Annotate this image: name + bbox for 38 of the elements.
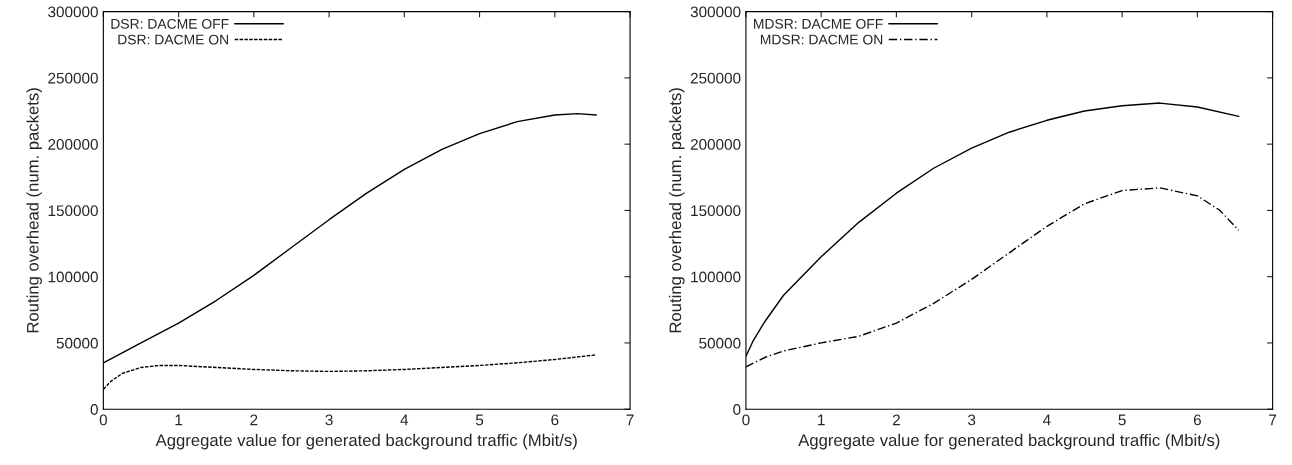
y-tick-label: 50000 xyxy=(699,337,741,349)
y-axis-title: Routing overhead (num. packets) xyxy=(669,88,685,333)
x-tick-label: 5 xyxy=(1118,414,1126,426)
y-tick-label: 0 xyxy=(90,404,98,415)
x-tick-label: 6 xyxy=(551,414,559,426)
y-tick-label: 250000 xyxy=(690,72,741,84)
y-tick-label: 150000 xyxy=(48,205,98,217)
x-tick-label: 4 xyxy=(1043,414,1051,426)
x-tick-label: 2 xyxy=(250,414,258,426)
legend-label: DSR: DACME ON xyxy=(118,34,228,45)
x-tick-label: 3 xyxy=(325,414,333,426)
x-tick-label: 0 xyxy=(742,414,750,426)
x-tick-label: 2 xyxy=(892,414,900,426)
y-tick-label: 100000 xyxy=(48,271,98,283)
x-axis-title: Aggregate value for generated background traffic (Mbit/s) xyxy=(798,433,1220,450)
y-tick-label: 100000 xyxy=(691,271,741,283)
x-tick-label: 4 xyxy=(400,414,409,426)
legend-label: MDSR: DACME ON xyxy=(760,34,883,45)
x-tick-label: 6 xyxy=(1193,414,1201,426)
x-tick-label: 7 xyxy=(626,414,634,426)
x-axis-title: Aggregate value for generated background traffic (Mbit/s) xyxy=(155,433,577,450)
y-tick-label: 250000 xyxy=(48,72,98,84)
y-tick-label: 50000 xyxy=(56,337,98,349)
x-tick-label: 0 xyxy=(99,414,108,426)
y-tick-label: 200000 xyxy=(690,139,741,150)
legend-label: DSR: DACME OFF xyxy=(111,18,229,29)
y-axis-title: Routing overhead (num. packets) xyxy=(26,88,42,333)
x-tick-label: 3 xyxy=(967,414,976,426)
x-tick-label: 1 xyxy=(175,414,183,426)
x-tick-label: 5 xyxy=(475,414,484,426)
x-tick-label: 1 xyxy=(818,414,825,426)
y-tick-label: 150000 xyxy=(691,205,741,217)
y-tick-label: 300000 xyxy=(690,6,741,18)
y-tick-label: 0 xyxy=(733,404,741,415)
legend-label: MDSR: DACME OFF xyxy=(754,18,883,29)
y-tick-label: 200000 xyxy=(48,139,98,150)
y-tick-label: 300000 xyxy=(48,6,98,18)
x-tick-label: 7 xyxy=(1269,414,1277,426)
